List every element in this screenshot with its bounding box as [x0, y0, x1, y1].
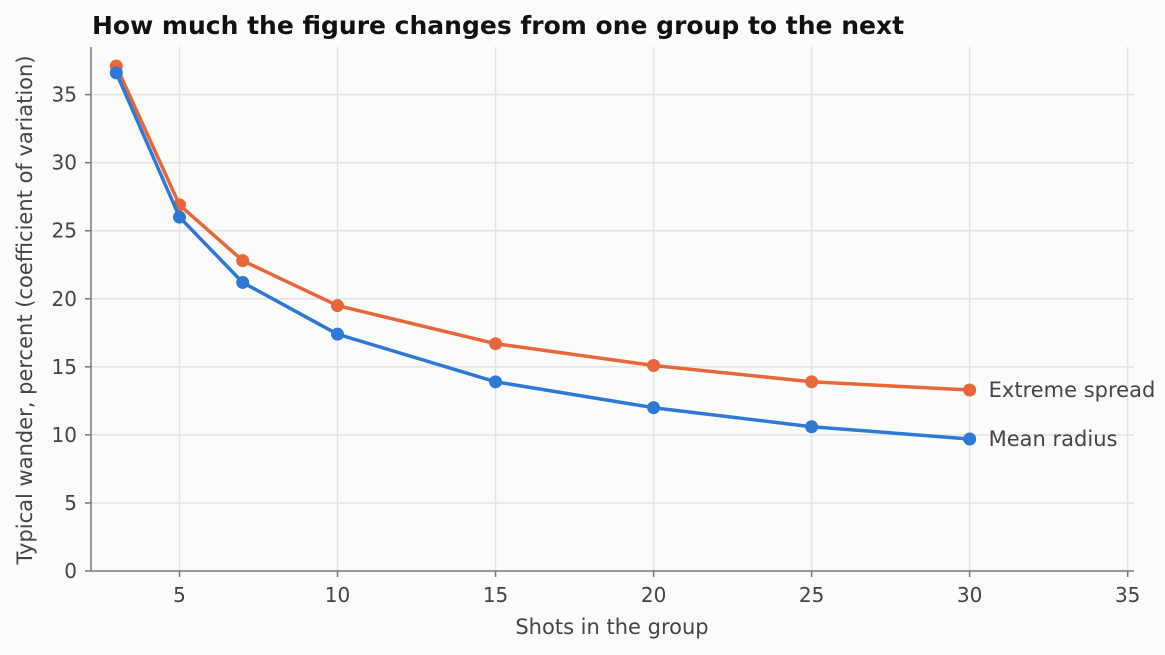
- series-line-extreme-spread: [114, 64, 972, 392]
- series-point-mean-radius: [236, 275, 250, 289]
- y-tick-label: 25: [52, 219, 77, 243]
- x-tick-label: 5: [173, 583, 186, 607]
- series: Extreme spread Mean radius: [109, 59, 1156, 451]
- x-axis-label: Shots in the group: [515, 615, 708, 639]
- series-point-extreme-spread: [489, 337, 503, 351]
- series-point-extreme-spread: [647, 358, 661, 372]
- y-tick-label: 35: [52, 83, 77, 107]
- series-point-mean-radius: [647, 401, 661, 415]
- x-tick-label: 15: [483, 583, 508, 607]
- series-point-mean-radius: [109, 66, 123, 80]
- series-point-mean-radius: [331, 327, 345, 341]
- y-axis-label: Typical wander, percent (coefficient of …: [13, 55, 37, 565]
- y-tick-label: 5: [64, 491, 77, 515]
- y-tick-label: 20: [52, 287, 77, 311]
- axes: 5 10 15 20 25 30 35 0 5 10 15 20 25 30 35: [52, 47, 1140, 607]
- series-point-extreme-spread: [805, 375, 819, 389]
- y-tick-label: 10: [52, 423, 77, 447]
- y-tick-label: 15: [52, 355, 77, 379]
- series-point-mean-radius: [172, 210, 186, 224]
- chart-title: How much the figure changes from one gro…: [92, 11, 904, 40]
- series-point-mean-radius: [963, 432, 977, 446]
- series-line-mean-radius: [114, 71, 972, 441]
- series-label-mean-radius: Mean radius: [989, 427, 1118, 451]
- series-point-extreme-spread: [963, 383, 977, 397]
- x-tick-label: 10: [325, 583, 350, 607]
- series-point-mean-radius: [805, 420, 819, 434]
- x-tick-label: 35: [1115, 583, 1140, 607]
- x-tick-label: 30: [957, 583, 982, 607]
- series-point-extreme-spread: [236, 254, 250, 268]
- series-point-mean-radius: [489, 375, 503, 389]
- y-tick-label: 0: [64, 559, 77, 583]
- x-tick-label: 25: [799, 583, 824, 607]
- series-point-extreme-spread: [331, 299, 345, 313]
- x-tick-label: 20: [641, 583, 666, 607]
- y-tick-label: 30: [52, 151, 77, 175]
- grid: [91, 47, 1134, 571]
- series-label-extreme-spread: Extreme spread: [989, 378, 1156, 402]
